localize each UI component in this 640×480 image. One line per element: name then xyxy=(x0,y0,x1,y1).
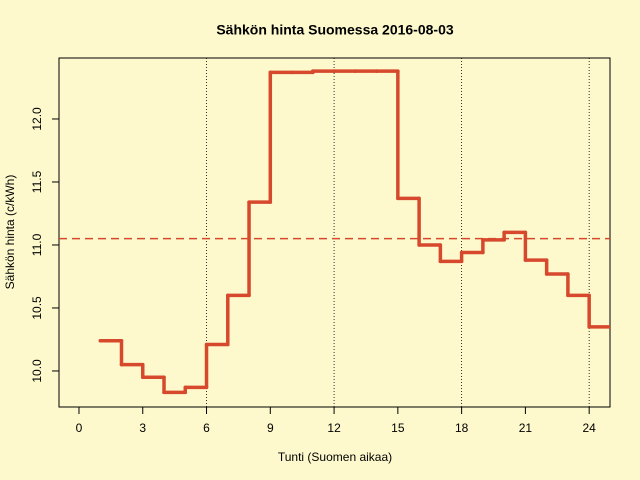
plot-area xyxy=(59,69,610,395)
x-tick-label: 15 xyxy=(391,421,405,435)
x-tick-label: 9 xyxy=(267,421,274,435)
x-axis-label: Tunti (Suomen aikaa) xyxy=(278,450,392,464)
x-tick-label: 21 xyxy=(519,421,533,435)
y-tick-label: 10.5 xyxy=(30,296,44,320)
y-axis-label: Sähkön hinta (c/kWh) xyxy=(3,175,17,290)
y-tick-label: 11.0 xyxy=(30,233,44,256)
y-tick-label: 10.0 xyxy=(30,359,44,383)
x-tick-label: 24 xyxy=(582,421,596,435)
y-tick-label: 12.0 xyxy=(30,107,44,131)
x-tick-label: 18 xyxy=(455,421,469,435)
x-tick-label: 0 xyxy=(76,421,83,435)
chart-title: Sähkön hinta Suomessa 2016-08-03 xyxy=(216,22,454,38)
x-tick-label: 12 xyxy=(327,421,341,435)
x-tick-label: 6 xyxy=(203,421,210,435)
plot-frame xyxy=(58,57,611,408)
y-tick-label: 11.5 xyxy=(30,170,44,193)
x-tick-label: 3 xyxy=(139,421,146,435)
